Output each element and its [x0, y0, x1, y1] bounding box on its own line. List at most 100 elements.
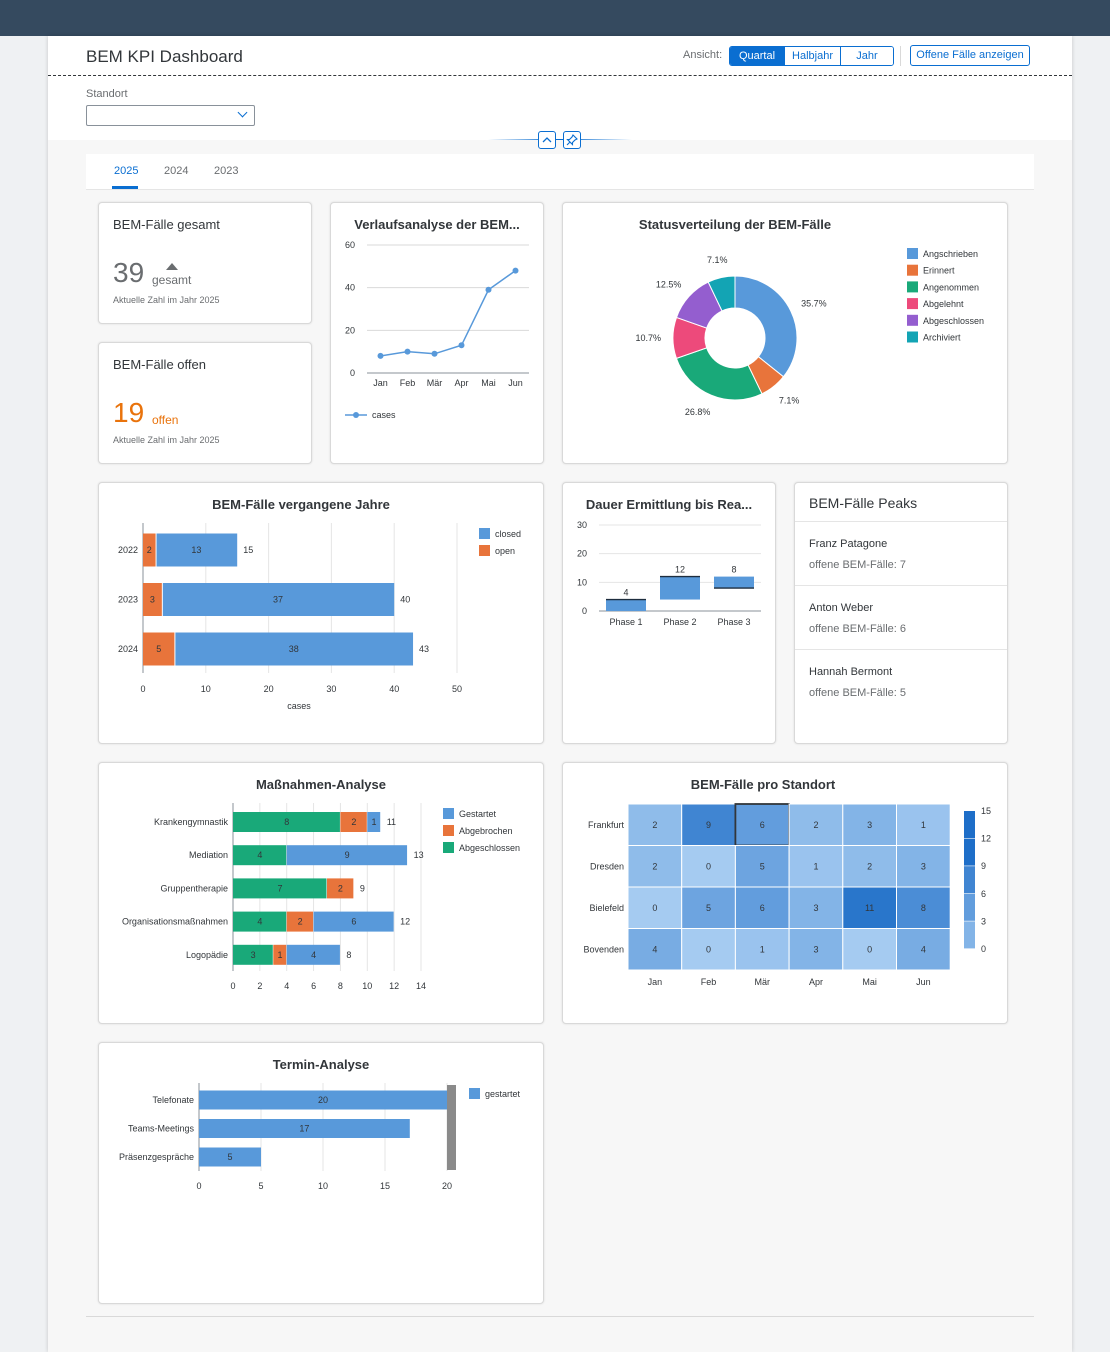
pin-header-button[interactable] [563, 131, 581, 149]
x-tick-label: Mär [427, 378, 443, 388]
bar-value-label: 13 [191, 545, 201, 555]
appointments-chart-title: Termin-Analyse [272, 1057, 370, 1072]
y-tick-label: 2022 [118, 545, 138, 555]
x-tick-label: Apr [454, 378, 468, 388]
scale-label: 12 [981, 834, 991, 844]
measures-card[interactable]: Maßnahmen-Analyse 0 2 4 6 8 10 12 14 Krankengymn… [98, 762, 544, 1024]
legend-swatch-open [479, 545, 490, 556]
kpi-total-card[interactable]: BEM-Fälle gesamt 39 gesamt Aktuelle Zahl… [98, 202, 312, 324]
tab-2023[interactable]: 2023 [214, 165, 239, 177]
peaks-title: BEM-Fälle Peaks [809, 495, 918, 511]
years-card[interactable]: BEM-Fälle vergangene Jahre 0 10 20 30 40 50 ca… [98, 482, 544, 744]
peak-item[interactable]: Hannah Bermont offene BEM-Fälle: 5 [795, 649, 1007, 713]
cell-value-label: 5 [706, 903, 711, 913]
column-label: Mai [862, 977, 877, 987]
trend-up-icon [166, 263, 178, 270]
peak-item[interactable]: Anton Weber offene BEM-Fälle: 6 [795, 585, 1007, 649]
peaks-card[interactable]: BEM-Fälle Peaks Franz Patagone offene BE… [794, 482, 1008, 744]
bar-value-label: 1 [371, 817, 376, 827]
x-tick-label: 12 [389, 981, 399, 991]
legend-swatch [907, 264, 918, 276]
bar-value-label: 2 [298, 917, 303, 927]
bar-segment [233, 878, 327, 899]
tab-2025[interactable]: 2025 [114, 165, 139, 177]
legend-label: Angenommen [923, 282, 979, 292]
legend-swatch [443, 842, 454, 853]
legend-swatch [443, 808, 454, 819]
y-tick-label: Organisationsmaßnahmen [122, 917, 228, 927]
trend-card[interactable]: Verlaufsanalyse der BEM... 0 20 40 60 Jan Feb… [330, 202, 544, 464]
cell-value-label: 1 [760, 944, 765, 954]
kpi-open-value: 19 [113, 397, 145, 428]
donut-slice [707, 275, 736, 312]
duration-card[interactable]: Dauer Ermittlung bis Rea... 0 10 20 30 4 Phas… [562, 482, 776, 744]
bar-value-label: 37 [273, 595, 283, 605]
donut-slice [675, 347, 763, 401]
bar-value-label: 20 [318, 1095, 328, 1105]
bar-value-label: 4 [257, 850, 262, 860]
heatmap-cell [788, 928, 844, 971]
legend-label: Erinnert [923, 266, 955, 276]
bar-value-label: 4 [623, 588, 628, 598]
collapse-header-button[interactable] [538, 131, 556, 149]
slice-label: 26.8% [685, 407, 711, 417]
kpi-open-card[interactable]: BEM-Fälle offen 19 offen Aktuelle Zahl i… [98, 342, 312, 464]
scale-swatch [964, 811, 975, 838]
heatmap-cell [681, 845, 736, 888]
tab-2024[interactable]: 2024 [164, 165, 189, 177]
open-cases-button[interactable]: Offene Fälle anzeigen [910, 45, 1030, 66]
heatmap-card[interactable]: BEM-Fälle pro Standort Frankfurt 2 9 6 2 3 1 Dr… [562, 762, 1008, 1024]
peak-item[interactable]: Franz Patagone offene BEM-Fälle: 7 [795, 521, 1007, 585]
cell-value-label: 1 [921, 820, 926, 830]
heatmap-cell [681, 803, 736, 846]
y-tick-label: Mediation [189, 850, 228, 860]
status-card[interactable]: Statusverteilung der BEM-Fälle 35.7% 7.1%… [562, 202, 1008, 464]
scale-label: 6 [981, 889, 986, 899]
heatmap-cell [842, 886, 897, 929]
appointments-chart: 0 5 10 15 20 Telefonate 20 Teams-Meetings 17 Präs… [119, 1083, 521, 1191]
x-tick-label: Mai [481, 378, 496, 388]
y-tick-label: Krankengymnastik [154, 817, 229, 827]
bar-value-label: 2 [351, 817, 356, 827]
heatmap-cell [734, 803, 790, 847]
bar-value-label: 38 [289, 644, 299, 654]
segment-quartal[interactable]: Quartal [730, 47, 784, 65]
bar-value-label: 4 [257, 917, 262, 927]
peak-value: offene BEM-Fälle: 6 [809, 623, 907, 635]
bar-open [143, 533, 156, 567]
legend-label-gestartet: gestartet [485, 1089, 521, 1099]
y-tick-label: 30 [577, 520, 587, 530]
heatmap-cell [788, 845, 844, 888]
bar-segment [286, 944, 340, 965]
slice-label: 12.5% [656, 280, 682, 290]
bar-value-label: 2 [147, 545, 152, 555]
cell-value-label: 1 [813, 861, 818, 871]
appointments-card[interactable]: Termin-Analyse 0 5 10 15 20 Telefonate 20 Teams… [98, 1042, 544, 1304]
x-tick-label: Phase 2 [663, 617, 696, 627]
row-label: Frankfurt [588, 820, 625, 830]
bar-total-label: 12 [400, 917, 410, 927]
chevron-up-icon [542, 137, 552, 143]
cell-value-label: 4 [652, 944, 657, 954]
bar-value-label: 4 [311, 950, 316, 960]
shell-bar [0, 0, 1110, 36]
scale-label: 3 [981, 916, 986, 926]
tab-indicator [112, 186, 138, 189]
year-tabs: 2025 2024 2023 [86, 154, 1034, 190]
scale-swatch [964, 921, 975, 949]
segment-halbjahr[interactable]: Halbjahr [784, 47, 840, 65]
view-segmented-button[interactable]: Quartal Halbjahr Jahr [729, 46, 894, 66]
chevron-down-icon [237, 107, 248, 118]
peak-name: Anton Weber [809, 602, 874, 614]
legend-swatch-gestartet [469, 1088, 480, 1099]
bar-closed [175, 632, 414, 666]
legend-label-open: open [495, 546, 515, 556]
trend-chart: 0 20 40 60 Jan Feb Mär Apr Mai Jun cases [345, 240, 529, 420]
segment-jahr[interactable]: Jahr [840, 47, 893, 65]
legend-label: Abgeschlossen [459, 843, 520, 853]
duration-chart-title: Dauer Ermittlung bis Rea... [585, 497, 753, 512]
location-select[interactable] [86, 105, 255, 126]
x-tick-label: 4 [284, 981, 289, 991]
data-point [404, 348, 411, 355]
x-tick-label: 50 [452, 684, 462, 694]
